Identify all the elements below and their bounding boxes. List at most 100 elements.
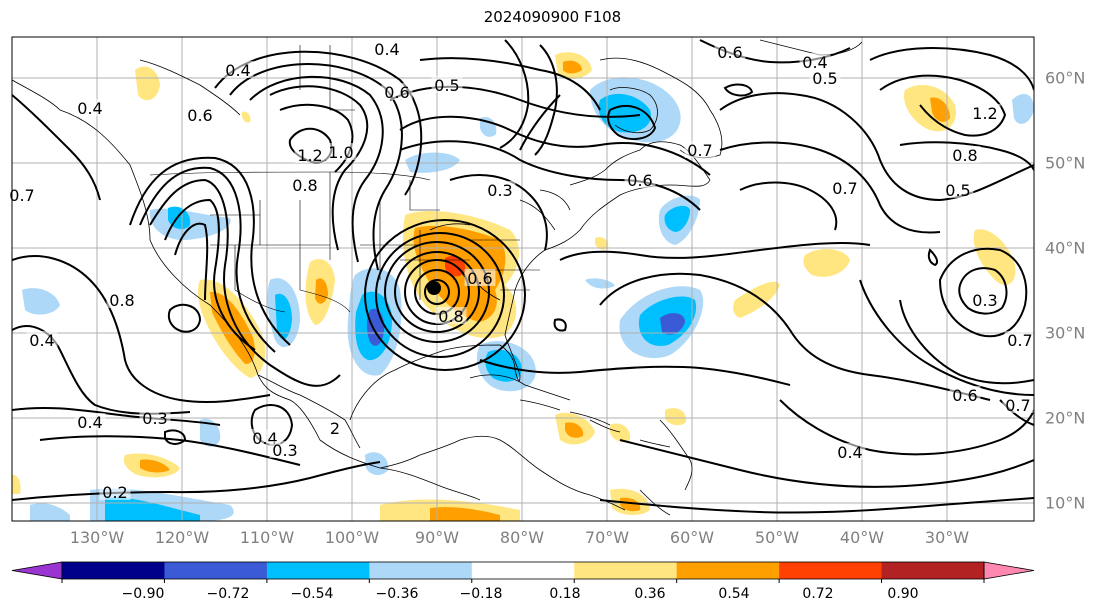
lon-tick-label: 30°W [924, 528, 970, 547]
low-center-marker [427, 281, 441, 295]
contour-label-bg [435, 307, 467, 324]
contour-label: 0.6 [384, 83, 409, 102]
contour-label-bg [949, 386, 981, 403]
map-frame [11, 36, 1035, 522]
contour-label: 1.0 [328, 143, 353, 162]
contour-label: 0.7 [1007, 331, 1032, 350]
colorbar-tick-label: 0.90 [887, 586, 919, 602]
contour-label: 1.2 [972, 104, 997, 123]
contour-label-bg [969, 104, 1001, 121]
colorbar-tick-label: −0.72 [206, 586, 250, 602]
contour-label-bg [269, 441, 301, 458]
contour-label: 0.8 [109, 291, 134, 310]
lon-tick-label: 50°W [754, 528, 800, 547]
political-borders [149, 45, 540, 313]
contour-label-bg [1004, 331, 1036, 348]
contour-label-bg [799, 53, 831, 70]
colorbar-extend-low [11, 561, 63, 580]
contour-label: 1.2 [297, 146, 322, 165]
contour-label-bg [942, 181, 974, 198]
contour-label: 0.6 [952, 386, 977, 405]
colorbar-segment [266, 562, 370, 579]
contour-label-bg [381, 83, 413, 100]
contour-label: 0.4 [837, 443, 862, 462]
contour-label: 0.5 [812, 69, 837, 88]
contour-label-bg [809, 69, 841, 86]
contour-label: 0.6 [187, 106, 212, 125]
colorbar-segment [676, 562, 780, 579]
contour-label: 0.5 [434, 76, 459, 95]
lon-tick-label: 60°W [669, 528, 715, 547]
lat-lon-grid [12, 37, 1034, 521]
contour-label-bg [74, 413, 106, 430]
contour-label-bg [139, 409, 171, 426]
lon-tick-label: 70°W [584, 528, 630, 547]
lat-tick-label: 50°N [1045, 153, 1086, 173]
contour-label: 0.7 [687, 141, 712, 160]
colorbar-segment [574, 562, 678, 579]
colorbar-segment [369, 562, 473, 579]
colorbar-tick-label: 0.36 [634, 586, 666, 602]
contour-label-bg [289, 176, 321, 193]
contour-labels: 0.40.40.50.60.61.2 1.00.8 0.30.60.70.60.40… [6, 40, 1036, 502]
contour-label: 0.4 [29, 331, 54, 350]
contour-label: 0.3 [487, 181, 512, 200]
contour-label-bg [99, 483, 131, 500]
contour-label: 0.4 [802, 53, 827, 72]
contour-label-bg [74, 99, 106, 116]
contour-label-bg [431, 76, 463, 93]
colorbar-tick-label: −0.18 [459, 586, 503, 602]
contour-label-bg [222, 61, 254, 78]
colorbar-tick-label: 0.72 [802, 586, 834, 602]
contour-label: 0.8 [292, 176, 317, 195]
contour-label: 0.7 [9, 186, 34, 205]
lat-tick-label: 20°N [1045, 408, 1086, 428]
contour-label-bg [26, 331, 58, 348]
contour-label: 0.4 [374, 40, 399, 59]
contour-label-bg [6, 186, 38, 203]
contour-label-bg [464, 269, 496, 286]
contour-label: 0.4 [77, 413, 102, 432]
lat-tick-label: 60°N [1045, 68, 1086, 88]
contour-label: 0.3 [142, 409, 167, 428]
contour-label: 0.6 [627, 171, 652, 190]
contour-label: 0.8 [952, 146, 977, 165]
colorbar-tick-label: 0.54 [718, 586, 750, 602]
contour-label: 2 [330, 419, 340, 438]
lon-tick-label: 120°W [154, 528, 210, 547]
colorbar-tick-label: −0.54 [290, 586, 334, 602]
contour-label-bg [714, 43, 746, 60]
contour-label-bg [834, 443, 866, 460]
contour-label-bg [294, 146, 326, 163]
colorbar-tick-label: −0.90 [121, 586, 165, 602]
contour-label: 0.3 [972, 291, 997, 310]
contour-label-bg [949, 146, 981, 163]
lon-tick-label: 40°W [839, 528, 885, 547]
lon-tick-label: 110°W [239, 528, 295, 547]
lon-tick-label: 80°W [499, 528, 545, 547]
contour-label-bg [106, 291, 138, 308]
contour-label-bg [484, 181, 516, 198]
colorbar-segment [164, 562, 268, 579]
map-title: 2024090900 F108 [483, 8, 622, 26]
contour-label-bg [371, 40, 403, 57]
contour-label-bg [684, 141, 716, 158]
contour-label: 0.7 [832, 179, 857, 198]
lat-tick-label: 30°N [1045, 323, 1086, 343]
contour-label: 0.8 [438, 307, 463, 326]
contour-label: 0.4 [225, 61, 250, 80]
contour-label: 0.3 [272, 441, 297, 460]
contour-label-bg [184, 106, 216, 123]
colorbar-segment [779, 562, 883, 579]
colorbar-tick-label: −0.36 [375, 586, 419, 602]
contour-label: 0.7 [1005, 396, 1030, 415]
lon-tick-label: 100°W [324, 528, 380, 547]
contour-label: 0.2 [102, 483, 127, 502]
contour-label: 0.6 [717, 43, 742, 62]
colorbar-segment [471, 562, 575, 579]
contour-label: 0.4 [77, 99, 102, 118]
lon-tick-label: 130°W [69, 528, 125, 547]
contour-label-bg [325, 143, 357, 160]
contour-label-bg [328, 419, 342, 436]
contour-label-bg [1002, 396, 1034, 413]
